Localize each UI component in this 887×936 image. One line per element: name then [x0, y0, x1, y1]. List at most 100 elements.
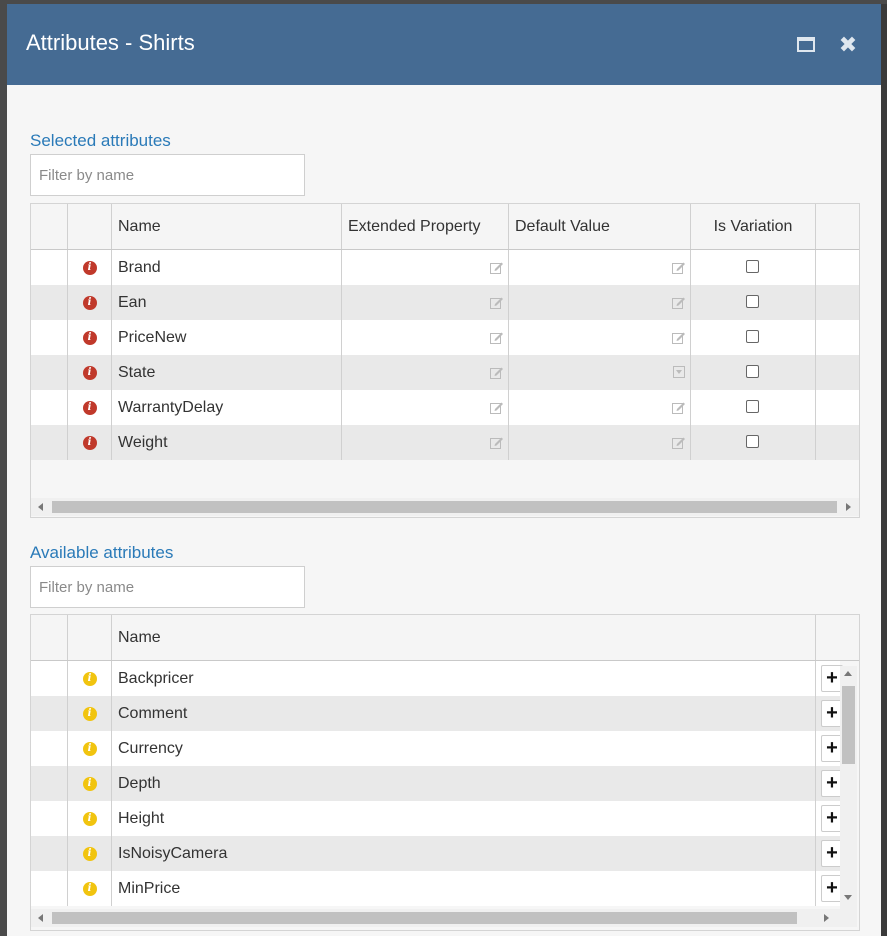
edit-icon[interactable] [490, 401, 504, 414]
scroll-left-arrow-icon[interactable] [38, 503, 43, 511]
row-select-cell[interactable] [31, 731, 68, 766]
row-extended-property-cell[interactable] [342, 425, 509, 460]
row-select-cell[interactable] [31, 250, 68, 285]
info-icon[interactable]: i [82, 260, 97, 275]
info-icon[interactable]: i [82, 706, 97, 721]
row-select-cell[interactable] [31, 425, 68, 460]
is-variation-checkbox[interactable] [746, 399, 759, 413]
row-select-cell[interactable] [31, 661, 68, 696]
table-row[interactable]: i Height + [31, 801, 843, 836]
scroll-right-arrow-icon[interactable] [846, 503, 851, 511]
info-icon[interactable]: i [82, 330, 97, 345]
row-select-cell[interactable] [31, 320, 68, 355]
add-attribute-button[interactable]: + [821, 735, 843, 762]
selected-scroll-thumb[interactable] [52, 501, 837, 513]
is-variation-checkbox[interactable] [746, 259, 759, 273]
row-default-value-cell[interactable] [509, 250, 691, 285]
row-default-value-cell[interactable] [509, 320, 691, 355]
row-name-cell: Backpricer [112, 661, 816, 696]
row-extended-property-cell[interactable] [342, 390, 509, 425]
info-icon[interactable]: i [82, 881, 97, 896]
table-row[interactable]: i State [31, 355, 859, 390]
edit-icon[interactable] [490, 436, 504, 449]
info-icon[interactable]: i [82, 295, 97, 310]
header-action-column [816, 615, 859, 660]
header-extended-property-column[interactable]: Extended Property [342, 204, 509, 249]
row-select-cell[interactable] [31, 836, 68, 871]
available-vertical-scrollbar[interactable] [840, 666, 857, 909]
row-select-cell[interactable] [31, 801, 68, 836]
row-default-value-cell[interactable] [509, 390, 691, 425]
available-vscroll-thumb[interactable] [842, 686, 855, 764]
attribute-name: Backpricer [118, 669, 194, 687]
table-row[interactable]: i Backpricer + [31, 661, 843, 696]
header-name-column[interactable]: Name [112, 615, 816, 660]
edit-icon[interactable] [490, 331, 504, 344]
info-icon[interactable]: i [82, 741, 97, 756]
edit-icon[interactable] [672, 261, 686, 274]
row-default-value-cell[interactable] [509, 355, 691, 390]
available-filter-input[interactable] [30, 566, 305, 608]
table-row[interactable]: i PriceNew [31, 320, 859, 355]
row-status-cell: i [68, 661, 112, 696]
table-row[interactable]: i MinPrice + [31, 871, 843, 906]
dropdown-icon[interactable] [672, 365, 686, 379]
edit-icon[interactable] [490, 366, 504, 379]
row-extended-property-cell[interactable] [342, 320, 509, 355]
edit-icon[interactable] [672, 331, 686, 344]
is-variation-checkbox[interactable] [746, 364, 759, 378]
selected-filter-input[interactable] [30, 154, 305, 196]
row-select-cell[interactable] [31, 766, 68, 801]
table-row[interactable]: i Weight [31, 425, 859, 460]
edit-icon[interactable] [672, 436, 686, 449]
scroll-left-arrow-icon[interactable] [38, 914, 43, 922]
is-variation-checkbox[interactable] [746, 294, 759, 308]
header-name-column[interactable]: Name [112, 204, 342, 249]
info-icon[interactable]: i [82, 776, 97, 791]
row-select-cell[interactable] [31, 871, 68, 906]
dialog-titlebar[interactable]: Attributes - Shirts ✖ [7, 4, 881, 85]
is-variation-checkbox[interactable] [746, 434, 759, 448]
row-default-value-cell[interactable] [509, 425, 691, 460]
edit-icon[interactable] [490, 261, 504, 274]
table-row[interactable]: i Ean [31, 285, 859, 320]
info-icon[interactable]: i [82, 671, 97, 686]
row-default-value-cell[interactable] [509, 285, 691, 320]
edit-icon[interactable] [672, 401, 686, 414]
table-row[interactable]: i Currency + [31, 731, 843, 766]
close-button[interactable]: ✖ [837, 34, 859, 56]
header-is-variation-column[interactable]: Is Variation [691, 204, 816, 249]
scroll-right-arrow-icon[interactable] [824, 914, 829, 922]
scroll-down-arrow-icon[interactable] [844, 895, 852, 900]
info-icon[interactable]: i [82, 811, 97, 826]
edit-icon[interactable] [490, 296, 504, 309]
table-row[interactable]: i IsNoisyCamera + [31, 836, 843, 871]
available-scroll-thumb[interactable] [52, 912, 797, 924]
info-icon[interactable]: i [82, 400, 97, 415]
table-row[interactable]: i Brand [31, 250, 859, 285]
attributes-dialog: Attributes - Shirts ✖ Selected attribute… [7, 4, 881, 936]
info-icon[interactable]: i [82, 435, 97, 450]
table-row[interactable]: i Comment + [31, 696, 843, 731]
header-select-column [31, 615, 68, 660]
header-default-value-column[interactable]: Default Value [509, 204, 691, 249]
table-row[interactable]: i Depth + [31, 766, 843, 801]
table-row[interactable]: i WarrantyDelay [31, 390, 859, 425]
background-edge-top [0, 0, 887, 4]
row-extended-property-cell[interactable] [342, 355, 509, 390]
info-icon[interactable]: i [82, 365, 97, 380]
scroll-up-arrow-icon[interactable] [844, 671, 852, 676]
available-horizontal-scrollbar[interactable] [31, 909, 857, 927]
edit-icon[interactable] [672, 296, 686, 309]
row-select-cell[interactable] [31, 285, 68, 320]
row-extended-property-cell[interactable] [342, 250, 509, 285]
is-variation-checkbox[interactable] [746, 329, 759, 343]
info-icon[interactable]: i [82, 846, 97, 861]
row-select-cell[interactable] [31, 696, 68, 731]
selected-horizontal-scrollbar[interactable] [31, 498, 859, 516]
row-filler-cell [816, 285, 859, 320]
row-select-cell[interactable] [31, 355, 68, 390]
row-select-cell[interactable] [31, 390, 68, 425]
maximize-button[interactable] [795, 34, 817, 56]
row-extended-property-cell[interactable] [342, 285, 509, 320]
